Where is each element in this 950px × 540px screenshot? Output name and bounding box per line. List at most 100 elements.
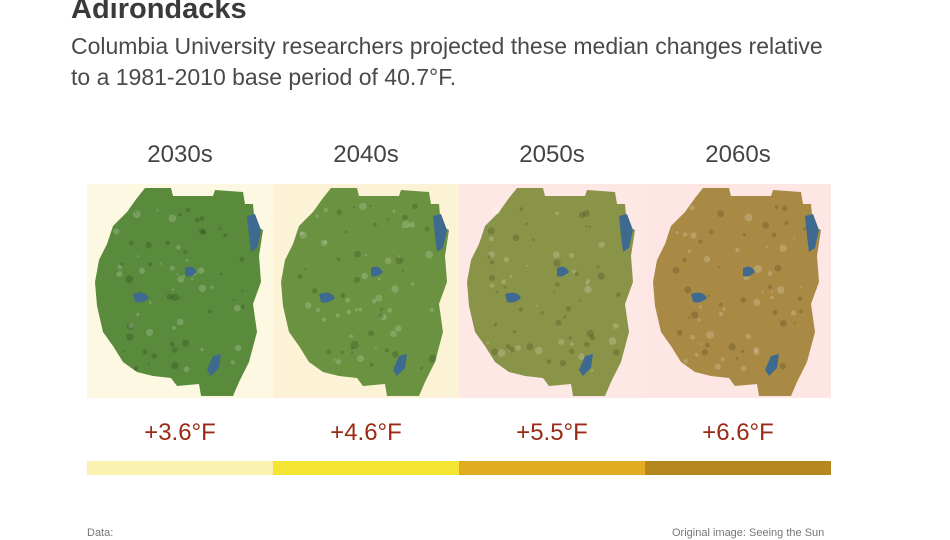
terrain-texture [232,298,235,302]
terrain-texture [197,267,205,274]
terrain-texture [185,259,189,262]
terrain-texture [384,348,389,353]
terrain-texture [241,289,244,292]
terrain-texture [698,239,703,244]
terrain-texture [373,222,377,227]
terrain-texture [129,240,134,246]
terrain-texture [488,236,494,242]
terrain-texture [128,322,134,329]
terrain-texture [200,347,204,352]
terrain-texture [361,272,368,280]
terrain-texture [428,354,437,363]
temperature-change: +6.6°F [702,419,774,446]
terrain-texture [169,341,175,347]
terrain-texture [495,290,499,294]
terrain-texture [518,307,524,312]
terrain-texture [345,297,351,303]
lake-shape [691,292,707,303]
terrain-texture [419,366,423,370]
terrain-texture [358,307,363,312]
terrain-texture [790,310,797,316]
map-background [87,184,273,398]
terrain-texture [234,344,242,352]
terrain-texture [672,267,680,274]
terrain-texture [137,255,140,258]
terrain-texture [797,296,803,301]
terrain-texture [171,361,179,370]
terrain-texture [714,363,721,370]
terrain-texture [369,362,374,367]
lake-shape [743,266,755,277]
lake-shape [133,292,149,303]
terrain-texture [708,229,714,235]
terrain-texture [535,304,538,307]
terrain-texture [142,349,148,355]
terrain-texture [546,359,552,364]
terrain-texture [218,227,222,230]
terrain-texture [535,346,543,355]
terrain-texture [563,315,567,319]
lake-shape [505,292,521,303]
terrain-texture [768,285,773,289]
terrain-texture [505,343,511,349]
terrain-texture [323,207,328,213]
terrain-texture [199,216,205,222]
terrain-texture [509,275,513,278]
terrain-texture [312,288,318,294]
terrain-texture [340,350,345,355]
terrain-texture [700,342,703,346]
terrain-texture [133,210,141,219]
terrain-texture [316,307,320,312]
terrain-texture [198,284,207,292]
terrain-texture [429,307,435,313]
adirondack-region-map [281,188,449,396]
terrain-texture [578,353,585,360]
terrain-texture [230,360,235,365]
terrain-texture [492,207,501,215]
terrain-texture [706,331,715,340]
terrain-texture [782,205,788,211]
map-background [459,184,645,398]
terrain-texture [126,322,134,330]
terrain-texture [784,221,789,225]
terrain-texture [364,254,368,257]
terrain-texture [371,298,377,304]
terrain-texture [745,333,751,339]
terrain-texture [168,214,177,223]
terrain-texture [569,252,574,258]
color-scale-bar [459,461,645,475]
lake-shape [433,214,447,252]
terrain-texture [774,264,782,272]
terrain-texture [740,297,747,303]
terrain-texture [740,365,747,372]
terrain-texture [303,268,307,271]
terrain-texture [148,262,153,267]
terrain-texture [559,360,566,367]
map-background [273,184,459,398]
terrain-texture [553,259,561,267]
terrain-texture [691,311,699,319]
temperature-change: +3.6°F [144,419,216,446]
terrain-texture [597,272,605,280]
terrain-texture [793,321,796,325]
page-subtitle: Columbia University researchers projecte… [71,33,823,90]
terrain-texture [555,211,559,216]
terrain-texture [684,286,692,294]
terrain-texture [585,225,588,228]
terrain-texture [305,302,312,309]
region-shape [281,188,449,396]
terrain-texture [675,231,679,234]
terrain-texture [779,244,787,252]
terrain-texture [133,366,139,371]
terrain-texture [690,334,696,340]
terrain-texture [735,247,740,253]
terrain-texture [177,212,182,217]
terrain-texture [697,318,701,322]
terrain-texture [395,256,404,265]
terrain-texture [490,283,495,288]
terrain-texture [487,254,492,259]
terrain-texture [772,309,778,315]
terrain-texture [744,213,753,222]
lake-shape [185,266,197,277]
terrain-texture [208,309,212,314]
